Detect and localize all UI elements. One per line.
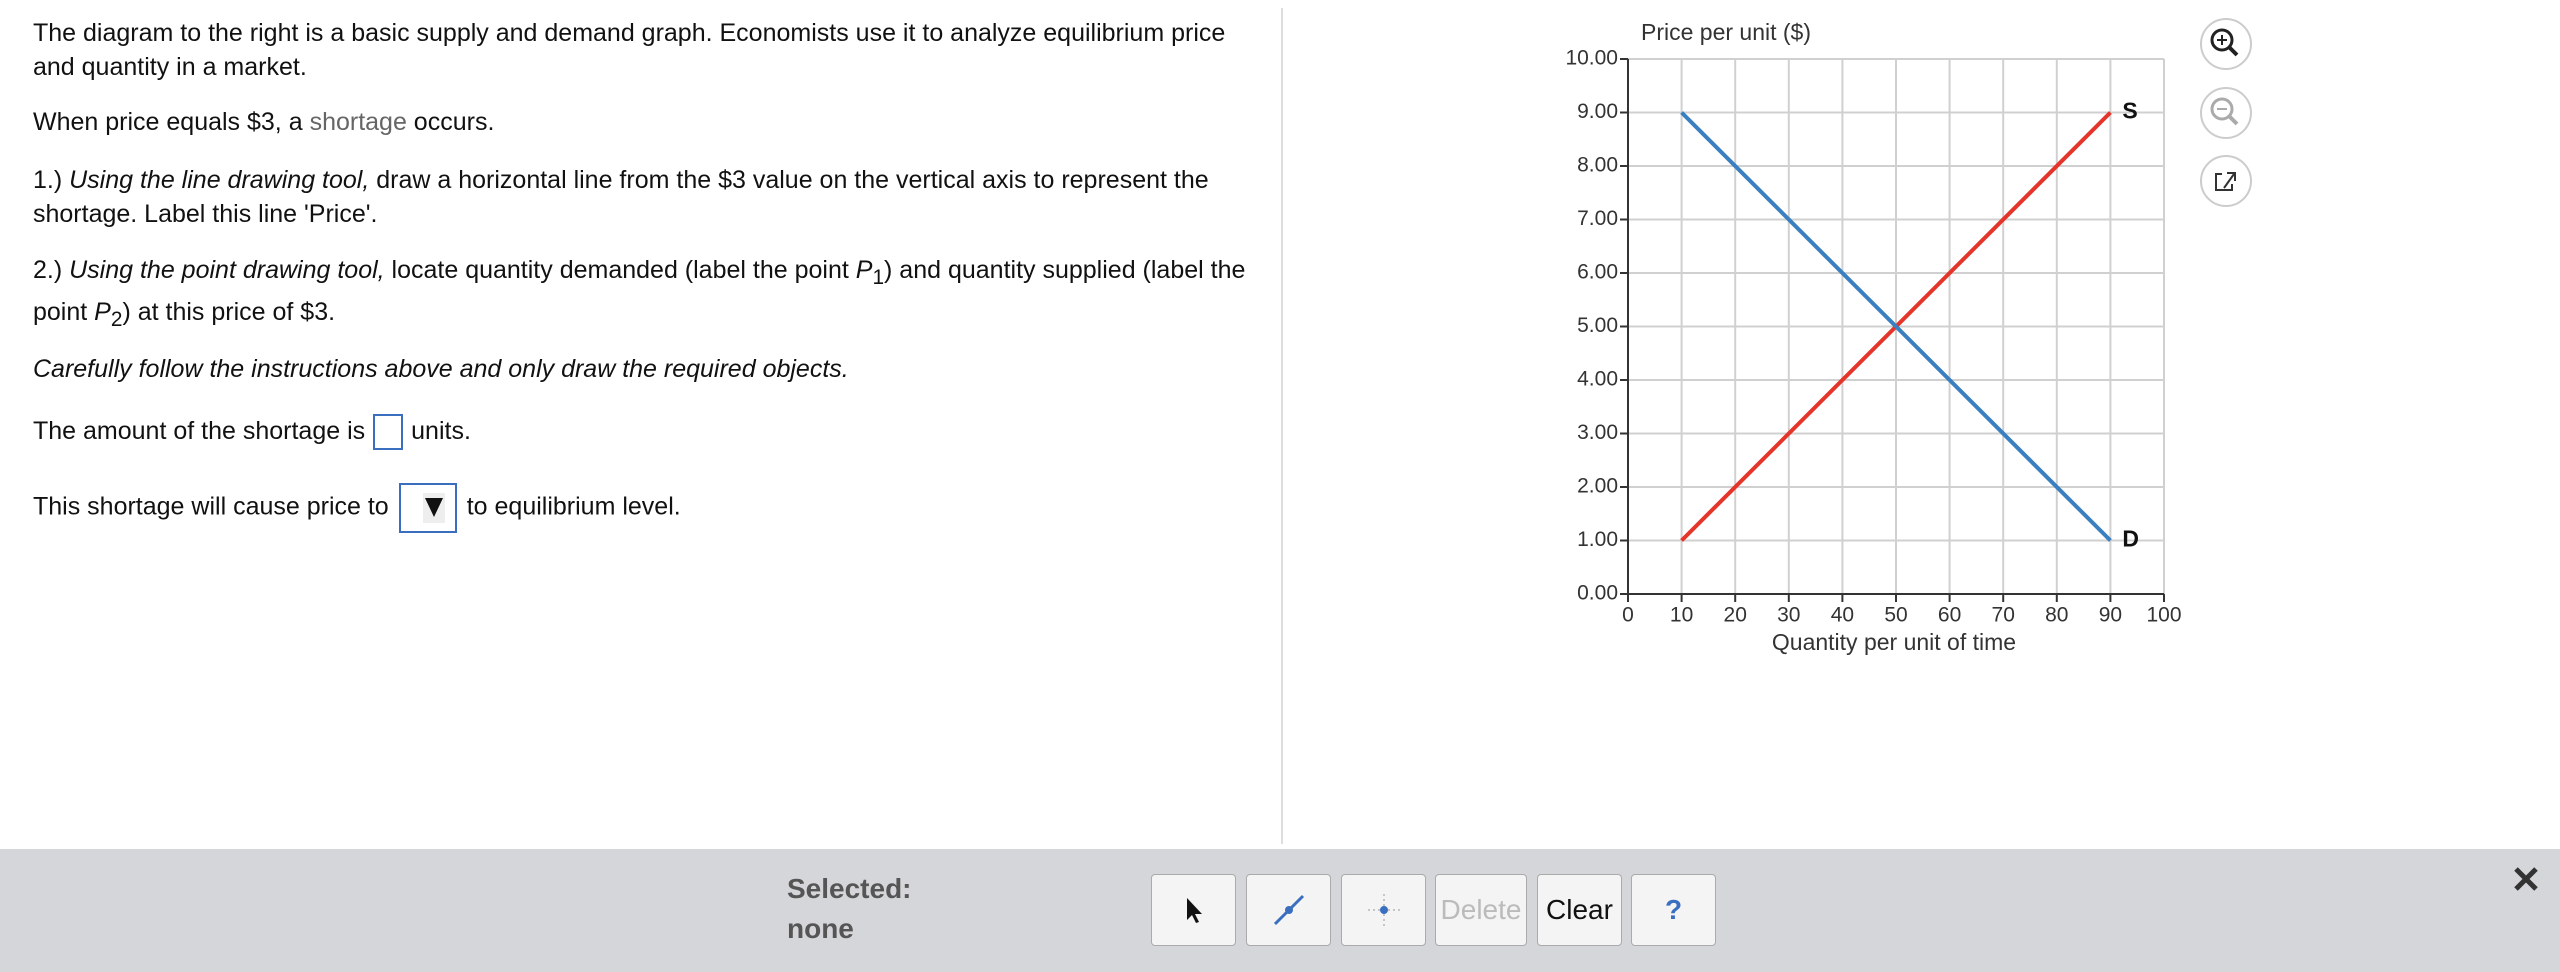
x-tick-label: 100 <box>2146 604 2181 627</box>
x-tick-label: 10 <box>1670 604 1693 627</box>
emphasis: Using the line drawing tool, <box>69 166 370 194</box>
dropdown-arrow <box>422 493 445 523</box>
y-tick-label: 2.00 <box>1577 475 1618 498</box>
symbol: P <box>94 298 111 326</box>
y-tick-label: 8.00 <box>1577 154 1618 177</box>
paragraph: 2.) Using the point drawing tool, locate… <box>33 253 1263 337</box>
answer-input[interactable] <box>373 414 404 451</box>
y-tick-label: 5.00 <box>1577 314 1618 337</box>
x-axis-label: Quantity per unit of time <box>1772 629 2016 655</box>
pointer-tool[interactable] <box>1151 874 1236 946</box>
text: 2.) <box>33 256 70 284</box>
popout[interactable] <box>2200 155 2252 207</box>
delete-button[interactable]: Delete <box>1435 874 1527 946</box>
x-tick-label: 80 <box>2045 604 2068 627</box>
subscript: 2 <box>110 308 123 331</box>
text: 1.) <box>33 166 70 194</box>
text: to equilibrium level. <box>466 492 681 521</box>
x-tick-label: 90 <box>2099 604 2122 627</box>
series-label: D <box>2122 526 2139 552</box>
y-axis-label: Price per unit ($) <box>1641 19 1811 45</box>
x-tick-label: 70 <box>1992 604 2015 627</box>
text: ) at this price of $3. <box>122 298 336 326</box>
line-tool[interactable] <box>1246 874 1331 946</box>
clear-button[interactable]: Clear <box>1537 874 1622 946</box>
series-line <box>1680 111 2112 542</box>
y-tick-label: 3.00 <box>1577 421 1618 444</box>
y-tick-label: 7.00 <box>1577 207 1618 230</box>
x-tick-label: 0 <box>1622 604 1634 627</box>
divider <box>1281 8 1283 844</box>
chart: Price per unit ($) Quantity per unit of … <box>1565 18 2252 655</box>
paragraph: The amount of the shortage is units. <box>33 414 1263 451</box>
text: draw a horizontal line from the $3 value… <box>33 166 1209 228</box>
x-tick-label: 40 <box>1831 604 1854 627</box>
x-tick-label: 50 <box>1884 604 1907 627</box>
text: ) and quantity supplied (label the point <box>33 256 1246 326</box>
y-tick-label: 4.00 <box>1577 368 1618 391</box>
paragraph: Carefully follow the instructions above … <box>33 352 1263 386</box>
text: This shortage will cause price to <box>33 492 389 521</box>
paragraph: 1.) Using the line drawing tool, draw a … <box>33 163 1263 231</box>
selected-label: Selected: <box>787 873 912 904</box>
text: The amount of the shortage is <box>33 417 366 445</box>
help-button[interactable]: ? <box>1631 874 1716 946</box>
subscript: 1 <box>872 266 885 289</box>
intro: The diagram to the right is a basic supp… <box>33 19 1226 81</box>
selected-value: none <box>787 913 854 944</box>
instruction: Carefully follow the instructions above … <box>33 355 849 383</box>
y-tick-label: 1.00 <box>1577 528 1618 551</box>
y-tick-label: 10.00 <box>1565 47 1618 70</box>
text: units. <box>411 417 471 445</box>
series-label: S <box>2122 98 2137 124</box>
x-tick-label: 20 <box>1724 604 1747 627</box>
dropdown[interactable] <box>398 483 457 533</box>
paragraph: This shortage will cause price to to equi… <box>33 483 1263 533</box>
symbol: P <box>855 256 873 284</box>
y-tick-label: 6.00 <box>1577 261 1618 284</box>
zoom-out[interactable] <box>2200 87 2252 139</box>
y-tick-label: 9.00 <box>1577 100 1618 123</box>
text: occurs. <box>406 108 495 136</box>
y-tick-label: 0.00 <box>1577 582 1618 605</box>
text: When price equals $3, a <box>33 108 310 136</box>
toolbar: Selected: none Delete Clear ? <box>0 849 2560 972</box>
zoom-in[interactable] <box>2200 18 2252 70</box>
x-tick-label: 30 <box>1777 604 1800 627</box>
paragraph: When price equals $3, a shortage occurs. <box>33 105 1263 139</box>
text: locate quantity demanded (label the poin… <box>384 256 856 284</box>
close-button[interactable] <box>2512 865 2540 893</box>
point-tool[interactable] <box>1341 874 1426 946</box>
x-tick-label: 60 <box>1938 604 1961 627</box>
emphasis: Using the point drawing tool, <box>69 256 385 284</box>
keyword: shortage <box>309 108 407 136</box>
